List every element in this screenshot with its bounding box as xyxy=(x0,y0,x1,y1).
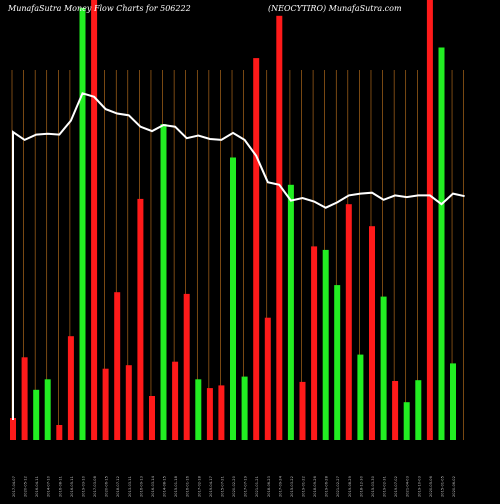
x-tick-label: 2016-09-13 xyxy=(139,476,143,497)
x-tick-label: 2019-04-17 xyxy=(209,476,213,497)
bar xyxy=(392,381,399,440)
x-tick-label: 2019-10-03 xyxy=(417,476,421,497)
bar xyxy=(102,368,109,440)
x-tick-label: 2017-02-18 xyxy=(197,475,201,497)
x-tick-label: 2020-05-06 xyxy=(429,475,433,497)
bar xyxy=(218,385,225,440)
x-tick-label: 2015-01-05 xyxy=(441,476,445,497)
bar xyxy=(56,425,63,440)
x-tick-label: 2015-03-22 xyxy=(290,476,294,497)
bar xyxy=(241,376,248,440)
bar xyxy=(334,285,341,440)
bar xyxy=(183,293,190,440)
x-tick-label: 2018-06-23 xyxy=(267,476,271,497)
x-tick-labels: 2017-04-07 2020-05-12 2016-04-11 2014-07-10… xyxy=(12,475,456,497)
x-tick-label: 2018-09-26 xyxy=(313,475,317,497)
bar xyxy=(438,47,445,440)
x-tick-label: 2020-02-20 xyxy=(232,475,236,497)
bar xyxy=(172,361,179,440)
bar xyxy=(230,157,236,440)
bar xyxy=(21,357,28,440)
x-tick-label: 2017-09-24 xyxy=(278,475,282,497)
x-tick-label: 2017-07-19 xyxy=(244,475,248,497)
bar xyxy=(79,7,86,441)
bars xyxy=(10,0,456,441)
bar xyxy=(137,198,144,440)
bar xyxy=(322,249,329,440)
bar xyxy=(264,317,271,440)
bar xyxy=(206,388,213,440)
x-tick-label: 2019-07-02 xyxy=(394,476,398,497)
x-tick-label: 2017-03-08 xyxy=(93,475,97,497)
x-tick-label: 2020-06-02 xyxy=(452,476,456,497)
x-tick-label: 2014-07-10 xyxy=(47,475,51,497)
x-tick-label: 2016-03-14 xyxy=(151,475,155,497)
bar xyxy=(91,0,98,440)
chart-title-left: MunafaSutra Money Flow Charts for 506222 xyxy=(8,4,191,13)
bar xyxy=(276,15,283,441)
bar xyxy=(299,381,306,440)
bar xyxy=(125,365,132,440)
bar xyxy=(195,379,202,440)
x-tick-label: 2016-05-11 xyxy=(70,476,74,497)
bar xyxy=(357,354,364,440)
chart-title-right: (NEOCYTIRO) MunafaSutra.com xyxy=(268,4,402,13)
bar xyxy=(403,402,410,440)
bar xyxy=(287,184,294,440)
bar xyxy=(67,336,74,440)
bar xyxy=(450,363,456,440)
x-tick-label: 2021-01-21 xyxy=(255,476,259,497)
x-tick-label: 2020-06-15 xyxy=(105,476,109,497)
x-tick-label: 2016-08-11 xyxy=(58,476,62,497)
bar xyxy=(44,379,51,440)
x-tick-label: 2015-01-18 xyxy=(174,475,178,497)
x-tick-label: 2018-07-12 xyxy=(116,476,120,497)
x-tick-label: 2019-01-22 xyxy=(302,476,306,497)
bar xyxy=(253,58,260,440)
x-tick-label: 2016-01-16 xyxy=(186,475,190,497)
bar xyxy=(160,124,167,440)
x-tick-label: 2017-04-07 xyxy=(12,476,16,497)
bar xyxy=(380,296,387,440)
bar xyxy=(311,246,318,440)
x-tick-label: 2018-12-30 xyxy=(359,475,363,497)
bar xyxy=(415,380,422,440)
x-tick-label: 2019-02-31 xyxy=(383,476,387,497)
x-tick-label: 2021-04-03 xyxy=(406,476,410,497)
bar xyxy=(149,396,155,440)
x-tick-label: 2019-06-28 xyxy=(325,475,329,497)
bar xyxy=(345,204,352,440)
chart-title: MunafaSutra Money Flow Charts for 506222… xyxy=(0,0,500,16)
money-flow-line-path xyxy=(12,92,465,420)
bar xyxy=(426,0,433,440)
bar xyxy=(10,418,16,440)
x-tick-label: 2019-03-10 xyxy=(82,475,86,497)
x-tick-label: 2020-05-12 xyxy=(24,476,28,497)
x-tick-label: 2015-07-21 xyxy=(220,476,224,497)
x-tick-label: 2013-03-11 xyxy=(128,476,132,497)
money-flow-line xyxy=(12,92,465,420)
x-tick-label: 2021-02-27 xyxy=(336,476,340,497)
bar xyxy=(369,226,375,440)
bar xyxy=(33,389,40,440)
x-tick-label: 2015-03-30 xyxy=(371,475,375,497)
x-tick-label: 2014-08-15 xyxy=(163,476,167,497)
x-tick-label: 2019-08-29 xyxy=(348,475,352,497)
bar xyxy=(114,292,121,440)
x-tick-label: 2016-04-11 xyxy=(35,476,39,497)
